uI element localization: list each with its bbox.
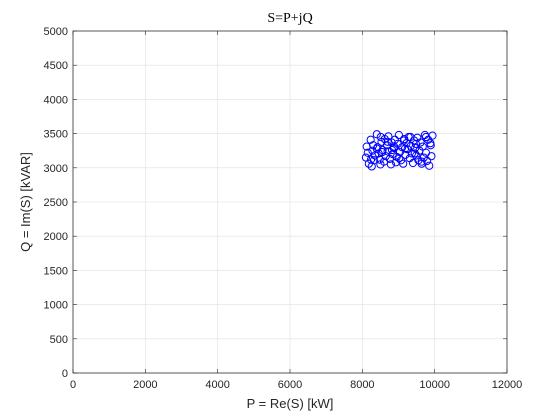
data-point — [417, 157, 426, 166]
x-tick-label: 10000 — [419, 379, 450, 391]
y-tick-label: 4000 — [44, 94, 68, 106]
y-tick-label: 2000 — [44, 231, 68, 243]
data-point — [395, 154, 404, 163]
data-point — [427, 152, 436, 161]
x-axis-ticks: 0 2000 4000 6000 8000 10000 12000 — [70, 31, 522, 391]
data-point — [373, 143, 382, 152]
data-point — [375, 155, 384, 164]
data-point — [410, 149, 419, 158]
data-point — [376, 160, 385, 169]
data-point — [418, 142, 427, 151]
y-tick-label: 2500 — [44, 197, 68, 209]
data-point — [372, 144, 381, 153]
data-point — [399, 136, 409, 145]
data-point — [387, 145, 397, 155]
data-point — [384, 132, 393, 141]
data-point — [399, 159, 408, 168]
data-point — [422, 156, 432, 166]
x-tick-label: 12000 — [492, 379, 523, 391]
data-point — [363, 148, 372, 157]
data-point — [394, 130, 403, 140]
chart-title: S=P+jQ — [267, 11, 312, 26]
y-tick-label: 3000 — [44, 163, 68, 175]
y-tick-label: 5000 — [44, 26, 68, 38]
data-point — [426, 141, 435, 150]
data-point — [366, 155, 376, 164]
data-points — [361, 130, 437, 171]
y-tick-label: 1500 — [44, 265, 68, 277]
y-tick-label: 1000 — [44, 300, 68, 312]
y-tick-label: 0 — [62, 368, 68, 380]
x-tick-label: 2000 — [133, 379, 157, 391]
data-point — [386, 160, 396, 169]
x-tick-label: 6000 — [278, 379, 302, 391]
data-point — [383, 147, 392, 156]
data-point — [366, 135, 375, 144]
data-point — [383, 137, 392, 146]
x-tick-label: 4000 — [205, 379, 229, 391]
x-tick-label: 8000 — [350, 379, 374, 391]
data-point — [421, 132, 431, 142]
y-tick-label: 3500 — [44, 129, 68, 141]
data-point — [400, 144, 410, 153]
data-point — [425, 161, 434, 170]
y-axis-label: Q = Im(S) [kVAR] — [18, 152, 33, 252]
x-tick-label: 0 — [70, 379, 76, 391]
x-axis-label: P = Re(S) [kW] — [247, 396, 334, 411]
data-point — [406, 132, 415, 142]
data-point — [411, 139, 420, 148]
y-axis-ticks: 0 500 1000 1500 2000 2500 3000 3500 4000 4500 5000 — [44, 26, 507, 380]
y-tick-label: 500 — [50, 334, 68, 346]
y-tick-label: 4500 — [44, 60, 68, 72]
data-point — [369, 156, 379, 165]
data-point — [416, 138, 425, 147]
